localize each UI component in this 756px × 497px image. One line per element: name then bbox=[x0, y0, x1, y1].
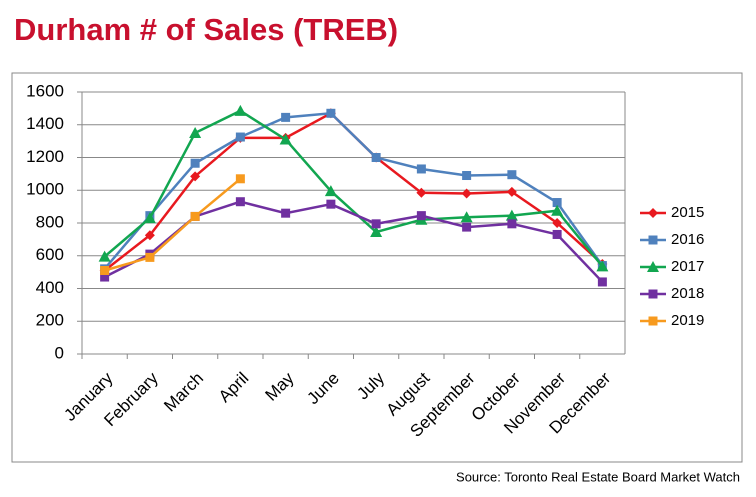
data-point bbox=[235, 132, 245, 142]
data-point bbox=[507, 219, 517, 229]
y-tick-label: 600 bbox=[36, 245, 64, 264]
data-point bbox=[552, 229, 562, 239]
series-line bbox=[103, 111, 604, 270]
legend-label: 2018 bbox=[671, 285, 704, 302]
data-point bbox=[190, 158, 200, 168]
series-line bbox=[103, 109, 604, 268]
data-point bbox=[100, 272, 110, 282]
source-note: Source: Toronto Real Estate Board Market… bbox=[456, 469, 740, 484]
x-tick-label: May bbox=[261, 368, 297, 404]
x-tick-label: June bbox=[303, 369, 343, 409]
legend-label: 2017 bbox=[671, 258, 704, 275]
data-point bbox=[235, 197, 245, 207]
data-point bbox=[507, 170, 517, 180]
data-point bbox=[234, 104, 247, 116]
data-point bbox=[324, 185, 337, 197]
data-point bbox=[100, 265, 110, 275]
data-point bbox=[281, 112, 291, 122]
data-point bbox=[279, 133, 292, 145]
data-point bbox=[551, 204, 564, 216]
data-point bbox=[281, 208, 291, 218]
data-point bbox=[462, 171, 472, 181]
data-point bbox=[143, 212, 156, 224]
chart-frame bbox=[11, 72, 743, 463]
legend-marker bbox=[648, 316, 658, 326]
data-point bbox=[144, 230, 155, 241]
legend-label: 2016 bbox=[671, 231, 704, 248]
y-tick-label: 0 bbox=[55, 343, 64, 362]
y-tick-label: 1600 bbox=[26, 81, 64, 100]
chart-title: Durham # of Sales (TREB) bbox=[14, 12, 398, 47]
data-point bbox=[416, 187, 427, 198]
legend-marker bbox=[648, 235, 658, 245]
x-tick-label: July bbox=[353, 368, 388, 403]
data-point bbox=[189, 126, 202, 138]
data-point bbox=[416, 164, 426, 174]
data-point bbox=[371, 153, 381, 162]
data-point bbox=[326, 108, 336, 118]
y-tick-label: 800 bbox=[36, 212, 64, 231]
legend-label: 2019 bbox=[671, 312, 704, 329]
data-point bbox=[416, 211, 426, 221]
legend-marker bbox=[648, 289, 658, 299]
data-point bbox=[190, 211, 200, 221]
data-point bbox=[596, 260, 609, 272]
data-point bbox=[145, 252, 155, 262]
data-point bbox=[460, 211, 473, 223]
data-point bbox=[371, 219, 381, 229]
data-point bbox=[505, 209, 518, 221]
data-point bbox=[370, 226, 383, 238]
y-tick-label: 1000 bbox=[26, 180, 64, 199]
legend-marker bbox=[647, 261, 659, 272]
data-point bbox=[506, 186, 517, 197]
data-point bbox=[235, 174, 245, 184]
y-tick-label: 1200 bbox=[26, 147, 64, 166]
data-point bbox=[462, 222, 472, 232]
x-tick-label: April bbox=[215, 369, 252, 406]
y-tick-label: 400 bbox=[36, 278, 64, 297]
data-point bbox=[98, 250, 111, 262]
legend-marker bbox=[648, 208, 658, 218]
data-point bbox=[552, 198, 562, 208]
legend-label: 2015 bbox=[671, 204, 704, 221]
y-tick-label: 1400 bbox=[26, 114, 64, 133]
x-tick-label: March bbox=[160, 369, 207, 416]
data-point bbox=[552, 218, 563, 228]
y-tick-label: 200 bbox=[36, 311, 64, 330]
data-point bbox=[461, 188, 472, 199]
data-point bbox=[597, 277, 607, 287]
series-line bbox=[104, 177, 242, 272]
data-point bbox=[190, 171, 201, 182]
data-point bbox=[326, 199, 336, 209]
